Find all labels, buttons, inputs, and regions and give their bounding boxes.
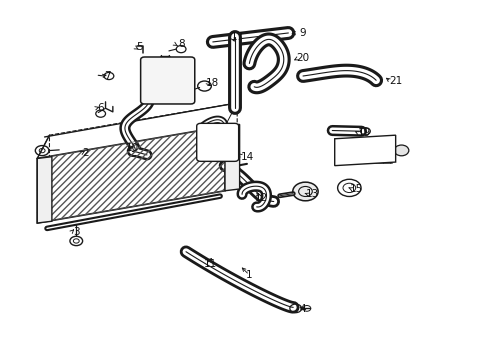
Text: 7: 7 [103, 71, 110, 81]
FancyBboxPatch shape [196, 123, 238, 161]
FancyBboxPatch shape [141, 57, 194, 104]
Text: 6: 6 [97, 103, 104, 113]
Text: 5: 5 [136, 42, 142, 52]
Text: 15: 15 [349, 184, 363, 194]
Polygon shape [37, 157, 52, 223]
Text: 13: 13 [305, 189, 319, 199]
Text: 8: 8 [178, 40, 184, 49]
Polygon shape [224, 125, 239, 191]
Text: 11: 11 [203, 259, 217, 269]
Text: 12: 12 [254, 193, 267, 203]
Circle shape [393, 145, 408, 156]
Text: 14: 14 [240, 152, 253, 162]
Text: 18: 18 [206, 78, 219, 88]
Text: 19: 19 [357, 129, 370, 138]
Text: 9: 9 [299, 28, 305, 38]
Text: 10: 10 [125, 143, 139, 153]
Text: 3: 3 [73, 227, 80, 237]
Circle shape [292, 182, 318, 201]
Text: 21: 21 [388, 76, 402, 86]
Text: 16: 16 [379, 155, 392, 165]
Text: 2: 2 [82, 148, 89, 158]
Circle shape [205, 135, 224, 149]
Polygon shape [334, 135, 395, 166]
Text: 22: 22 [201, 132, 214, 142]
Polygon shape [37, 126, 224, 223]
Text: 4: 4 [299, 304, 305, 314]
Text: 17: 17 [230, 32, 244, 42]
Text: 20: 20 [296, 53, 309, 63]
Text: 1: 1 [245, 270, 252, 280]
